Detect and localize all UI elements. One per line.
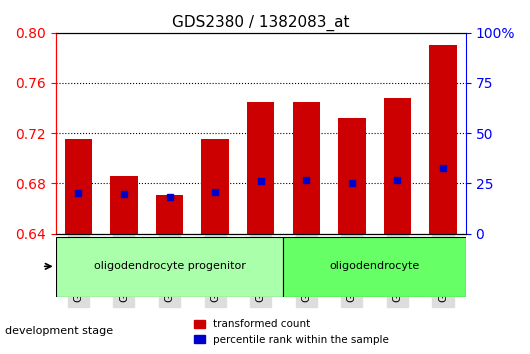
Text: oligodendrocyte: oligodendrocyte bbox=[330, 261, 420, 272]
Bar bbox=[293, 102, 320, 234]
Title: GDS2380 / 1382083_at: GDS2380 / 1382083_at bbox=[172, 15, 349, 31]
Bar bbox=[429, 45, 457, 234]
Bar bbox=[384, 98, 411, 234]
FancyBboxPatch shape bbox=[56, 237, 284, 297]
Bar bbox=[201, 139, 229, 234]
Legend: transformed count, percentile rank within the sample: transformed count, percentile rank withi… bbox=[190, 315, 393, 349]
Bar bbox=[156, 195, 183, 234]
Text: development stage: development stage bbox=[5, 326, 113, 336]
Bar bbox=[338, 118, 366, 234]
Bar bbox=[65, 139, 92, 234]
Bar bbox=[110, 176, 138, 234]
FancyBboxPatch shape bbox=[284, 237, 466, 297]
Text: oligodendrocyte progenitor: oligodendrocyte progenitor bbox=[94, 261, 245, 272]
Bar bbox=[247, 102, 275, 234]
